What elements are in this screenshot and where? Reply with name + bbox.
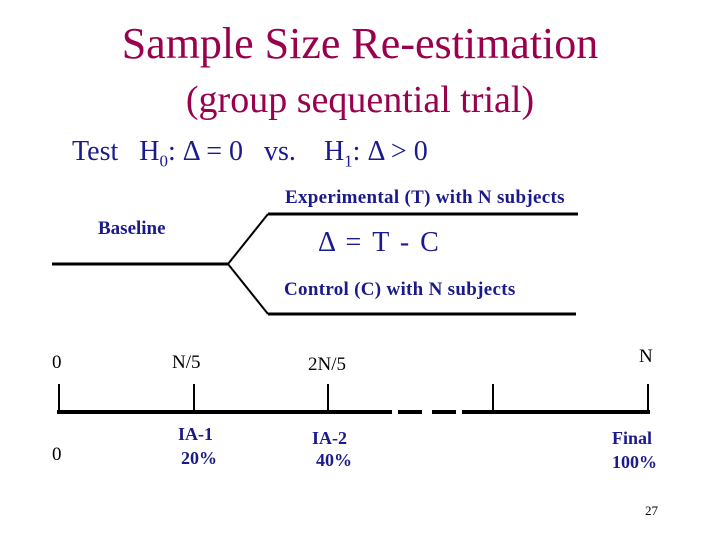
h0-symbol: H — [139, 136, 160, 167]
timeline-label-n: N — [639, 346, 653, 367]
h0-subscript: 0 — [159, 151, 169, 171]
ia1-name: IA-1 — [178, 424, 213, 444]
h0-expression: : Δ = 0 — [168, 136, 244, 167]
timeline-bottom-zero: 0 — [52, 444, 62, 465]
hypothesis-statement: Test H0: Δ = 0 vs. H1: Δ > 0 — [72, 136, 428, 172]
ia2-percent: 40% — [316, 450, 352, 470]
ia2-name: IA-2 — [312, 428, 347, 448]
ia1-percent: 20% — [181, 448, 217, 468]
h1-symbol: H — [323, 136, 345, 167]
control-branch-diagonal — [227, 263, 269, 315]
delta-definition: Δ = T - C — [318, 227, 441, 258]
slide-subtitle: (group sequential trial) — [185, 79, 535, 121]
slide-title: Sample Size Re-estimation — [121, 19, 599, 68]
control-arm-label: Control (C) with N subjects — [284, 279, 516, 300]
timeline-label-n5: N/5 — [172, 352, 201, 373]
vs-text: vs. — [264, 136, 296, 167]
h1-subscript: 1 — [344, 151, 353, 171]
slide-number: 27 — [645, 503, 658, 518]
experimental-branch-diagonal — [227, 213, 269, 265]
baseline-label: Baseline — [98, 218, 166, 239]
timeline-label-2n5: 2N/5 — [308, 354, 346, 375]
experimental-arm-label: Experimental (T) with N subjects — [285, 187, 565, 208]
final-name: Final — [612, 428, 653, 448]
final-percent: 100% — [612, 452, 657, 472]
test-prefix: Test — [72, 136, 119, 167]
timeline-label-0: 0 — [52, 352, 62, 373]
h1-expression: : Δ > 0 — [352, 136, 428, 167]
